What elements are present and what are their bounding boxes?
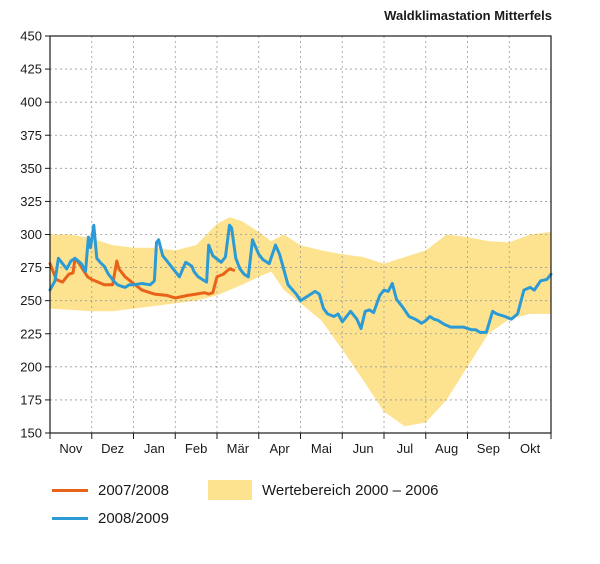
x-tick-label: Jan [144,441,165,456]
y-tick-label: 200 [20,359,42,374]
x-tick-label: Apr [270,441,291,456]
axis-layer: 150 175 200 225 250 275 300 325 350 375 400 425 450 N… [20,29,552,456]
x-tick-label: Dez [101,441,124,456]
series-line-2008-2009 [48,223,553,334]
x-tick-label: Nov [59,441,83,456]
y-tick-label: 250 [20,293,42,308]
y-tick-label: 150 [20,426,42,441]
y-tick-label: 350 [20,161,42,176]
y-tick-label: 325 [20,194,42,209]
legend-swatch-2008 [52,517,88,520]
y-tick-label: 175 [20,392,42,407]
legend-item-2008: 2008/2009 [52,510,169,527]
legend-item-2007: 2007/2008 [52,482,169,499]
legend-swatch-2007 [52,489,88,492]
y-tick-label: 275 [20,260,42,275]
y-tick-label: 450 [20,29,42,44]
x-tick-label: Jul [397,441,414,456]
x-tick-label: Sep [477,441,500,456]
x-tick-label: Jun [353,441,374,456]
series-line-2007-2008 [48,256,236,300]
x-tick-label: Mai [311,441,332,456]
grid-layer [50,36,551,433]
legend-label-range: Wertebereich 2000 – 2006 [262,481,439,499]
y-tick-label: 400 [20,95,42,110]
y-tick-label: 425 [20,62,42,77]
plot-frame [49,35,552,434]
y-tick-label: 225 [20,326,42,341]
legend-label-2007: 2007/2008 [98,482,169,499]
chart-title: Waldklimastation Mitterfels [384,8,552,23]
series-layer [48,223,553,334]
legend-swatch-range [208,480,252,500]
legend-label-2008: 2008/2009 [98,510,169,527]
legend-item-range: Wertebereich 2000 – 2006 [208,480,439,500]
x-tick-label: Okt [520,441,541,456]
y-tick-label: 300 [20,227,42,242]
x-tick-label: Mär [227,441,250,456]
y-tick-label: 375 [20,128,42,143]
x-tick-label: Aug [435,441,458,456]
x-tick-label: Feb [185,441,207,456]
